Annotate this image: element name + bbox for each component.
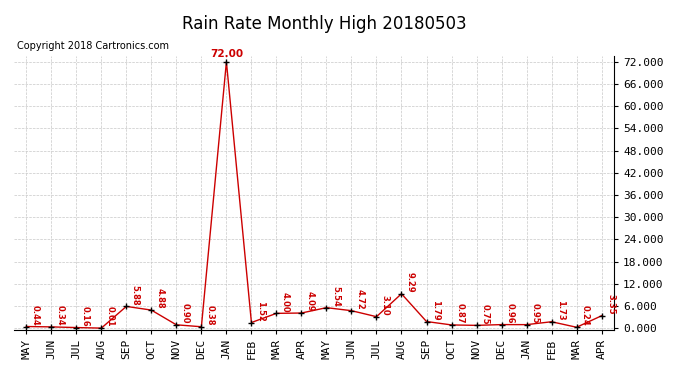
Text: 0.75: 0.75 bbox=[481, 304, 490, 324]
Text: 1.79: 1.79 bbox=[431, 300, 440, 320]
Text: 4.09: 4.09 bbox=[306, 291, 315, 312]
Text: 0.96: 0.96 bbox=[506, 303, 515, 324]
Text: 1.73: 1.73 bbox=[556, 300, 565, 321]
Text: 72.00: 72.00 bbox=[210, 49, 243, 59]
Text: 3.10: 3.10 bbox=[381, 295, 390, 316]
Text: 4.72: 4.72 bbox=[356, 289, 365, 310]
Text: 3.35: 3.35 bbox=[606, 294, 615, 315]
Text: 0.38: 0.38 bbox=[206, 305, 215, 326]
Text: 0.90: 0.90 bbox=[181, 303, 190, 324]
Text: 0.44: 0.44 bbox=[31, 304, 40, 326]
Text: Rain Rate  (Inches/Hour): Rain Rate (Inches/Hour) bbox=[443, 23, 578, 33]
Text: 4.88: 4.88 bbox=[156, 288, 165, 309]
Text: 5.88: 5.88 bbox=[131, 285, 140, 305]
Text: 9.29: 9.29 bbox=[406, 272, 415, 292]
Text: 5.54: 5.54 bbox=[331, 286, 340, 306]
Text: Rain Rate Monthly High 20180503: Rain Rate Monthly High 20180503 bbox=[182, 15, 466, 33]
Text: 0.24: 0.24 bbox=[581, 305, 590, 326]
Text: 0.16: 0.16 bbox=[81, 306, 90, 327]
Text: 4.00: 4.00 bbox=[281, 292, 290, 312]
Text: 0.95: 0.95 bbox=[531, 303, 540, 324]
Text: 0.34: 0.34 bbox=[56, 305, 65, 326]
Text: 0.01: 0.01 bbox=[106, 306, 115, 327]
Text: 0.87: 0.87 bbox=[456, 303, 465, 324]
Text: 1.52: 1.52 bbox=[256, 300, 265, 321]
Text: Copyright 2018 Cartronics.com: Copyright 2018 Cartronics.com bbox=[17, 41, 169, 51]
